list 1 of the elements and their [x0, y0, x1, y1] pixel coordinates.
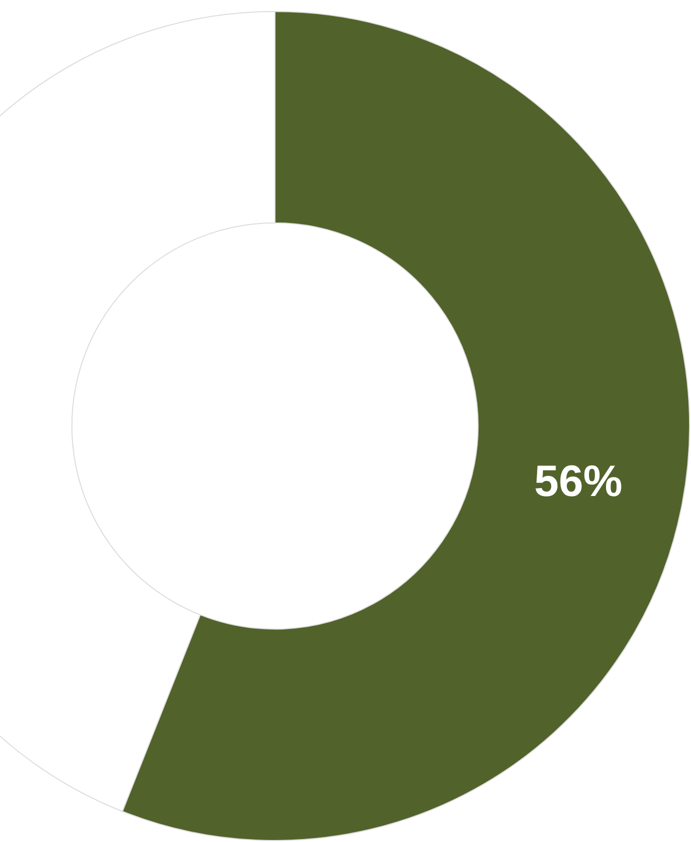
data-label: 56% — [534, 457, 622, 506]
